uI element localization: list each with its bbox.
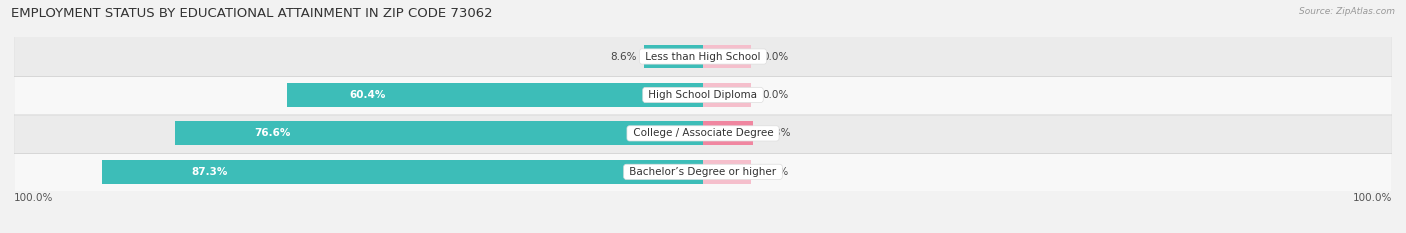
Text: 60.4%: 60.4% bbox=[349, 90, 385, 100]
Text: 100.0%: 100.0% bbox=[1353, 193, 1392, 203]
Bar bbox=[287, 83, 703, 107]
Text: EMPLOYMENT STATUS BY EDUCATIONAL ATTAINMENT IN ZIP CODE 73062: EMPLOYMENT STATUS BY EDUCATIONAL ATTAINM… bbox=[11, 7, 494, 20]
Text: 8.6%: 8.6% bbox=[610, 51, 637, 62]
Text: High School Diploma: High School Diploma bbox=[645, 90, 761, 100]
FancyBboxPatch shape bbox=[14, 37, 1392, 76]
Text: 0.0%: 0.0% bbox=[762, 90, 789, 100]
FancyBboxPatch shape bbox=[14, 75, 1392, 115]
Bar bbox=[703, 160, 751, 184]
FancyBboxPatch shape bbox=[14, 113, 1392, 153]
Text: Bachelor’s Degree or higher: Bachelor’s Degree or higher bbox=[626, 167, 780, 177]
Bar bbox=[644, 45, 703, 69]
FancyBboxPatch shape bbox=[14, 152, 1392, 192]
Text: Less than High School: Less than High School bbox=[643, 51, 763, 62]
Bar bbox=[101, 160, 703, 184]
Text: 76.6%: 76.6% bbox=[254, 128, 291, 138]
Bar bbox=[176, 121, 703, 145]
Bar bbox=[703, 83, 751, 107]
Text: Source: ZipAtlas.com: Source: ZipAtlas.com bbox=[1299, 7, 1395, 16]
Legend: In Labor Force, Unemployed: In Labor Force, Unemployed bbox=[606, 232, 800, 233]
Bar bbox=[703, 45, 751, 69]
Text: College / Associate Degree: College / Associate Degree bbox=[630, 128, 776, 138]
Text: 87.3%: 87.3% bbox=[191, 167, 228, 177]
Text: 100.0%: 100.0% bbox=[14, 193, 53, 203]
Text: 0.0%: 0.0% bbox=[762, 167, 789, 177]
Text: 0.0%: 0.0% bbox=[762, 51, 789, 62]
Text: 7.3%: 7.3% bbox=[765, 128, 790, 138]
Bar bbox=[703, 121, 754, 145]
